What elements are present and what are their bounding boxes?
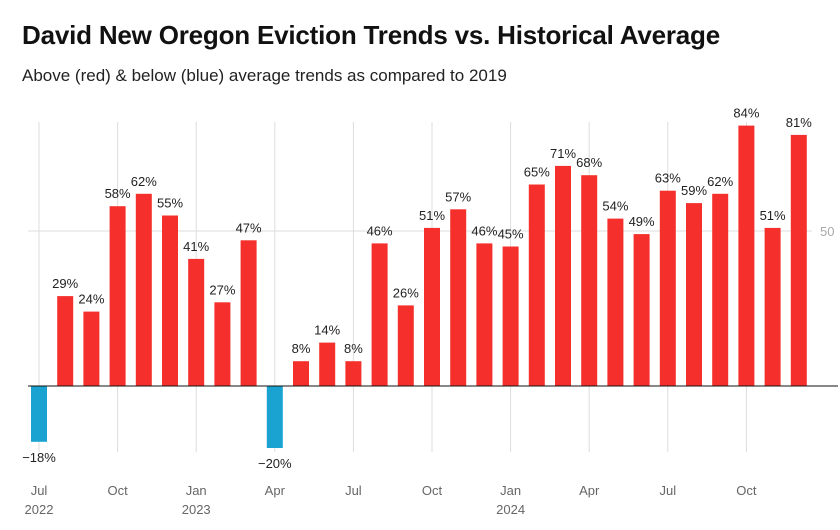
bar: [293, 361, 309, 386]
x-tick-label: Oct: [422, 483, 443, 498]
data-label: 62%: [707, 174, 733, 189]
data-label: 41%: [183, 239, 209, 254]
data-label: 68%: [576, 155, 602, 170]
data-label: 62%: [131, 174, 157, 189]
bar: [83, 311, 100, 386]
x-tick-year: 2024: [496, 502, 525, 517]
x-tick-label: Apr: [579, 483, 600, 498]
data-label: 49%: [629, 214, 655, 229]
x-tick-label: Jul: [345, 483, 362, 498]
bar: [371, 243, 388, 386]
data-label: 8%: [292, 341, 311, 356]
bar: [581, 175, 598, 386]
data-label: 46%: [367, 223, 393, 238]
data-label-layer: −18%29%24%58%62%55%41%27%47%−20%8%14%8%4…: [22, 106, 812, 471]
data-label: −20%: [258, 456, 292, 471]
reference-label: 50: [820, 224, 834, 239]
data-label: 58%: [105, 186, 131, 201]
bar: [712, 193, 729, 386]
data-label: 27%: [209, 282, 235, 297]
x-tick-label: Oct: [107, 483, 128, 498]
x-axis: Jul 2022 Oct Jan 2023 Apr Jul Oct Jan 2024 Apr Jul O…: [25, 385, 838, 517]
x-tick-label: Jul: [31, 483, 48, 498]
data-label: 57%: [445, 189, 471, 204]
data-label: 51%: [419, 208, 445, 223]
chart-title: David New Oregon Eviction Trends vs. His…: [22, 20, 720, 50]
bar: [57, 296, 74, 386]
data-label: 65%: [524, 165, 550, 180]
bar: [764, 227, 781, 386]
bar-layer: [31, 125, 807, 448]
bar: [607, 218, 624, 386]
bar: [109, 206, 126, 386]
bar: [188, 258, 205, 386]
bar: [240, 240, 257, 386]
bar: [214, 302, 231, 386]
bar: [450, 209, 467, 386]
chart-subtitle: Above (red) & below (blue) average trend…: [22, 66, 507, 85]
x-tick-label: Jan: [186, 483, 207, 498]
data-label: 26%: [393, 285, 419, 300]
data-label: 84%: [733, 106, 759, 121]
bar: [790, 134, 807, 386]
data-label: 81%: [786, 115, 812, 130]
data-label: 46%: [471, 223, 497, 238]
data-label: 47%: [236, 220, 262, 235]
bar: [397, 305, 414, 386]
data-label: −18%: [22, 450, 56, 465]
data-label: 59%: [681, 183, 707, 198]
data-label: 54%: [602, 199, 628, 214]
bar: [31, 386, 47, 442]
x-tick-label: Jul: [659, 483, 676, 498]
bar: [738, 125, 755, 386]
data-label: 8%: [344, 341, 363, 356]
bar: [633, 234, 650, 386]
data-label: 29%: [52, 276, 78, 291]
bar: [476, 243, 493, 386]
bar: [555, 165, 571, 386]
bar: [659, 190, 676, 386]
data-label: 71%: [550, 146, 576, 161]
data-label: 51%: [760, 208, 786, 223]
bar: [135, 193, 152, 386]
bar: [502, 246, 519, 386]
x-tick-label: Jan: [500, 483, 521, 498]
data-label: 24%: [78, 292, 104, 307]
bar: [162, 215, 178, 386]
x-tick-year: 2022: [25, 502, 54, 517]
data-label: 45%: [498, 227, 524, 242]
x-tick-label: Oct: [736, 483, 757, 498]
bar: [424, 227, 440, 386]
bar: [528, 184, 545, 386]
data-label: 55%: [157, 196, 183, 211]
data-label: 14%: [314, 323, 340, 338]
x-tick-year: 2023: [182, 502, 211, 517]
bar: [319, 342, 336, 386]
bar: [345, 361, 362, 386]
bar: [266, 386, 283, 448]
data-label: 63%: [655, 171, 681, 186]
bar: [686, 203, 702, 386]
x-tick-label: Apr: [265, 483, 286, 498]
